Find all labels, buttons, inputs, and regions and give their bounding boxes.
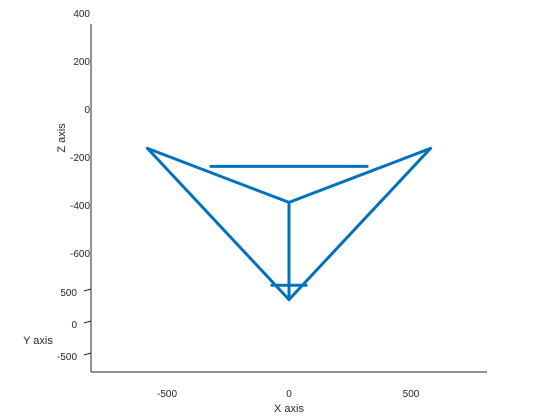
x-tick-label: -500 [157,389,177,400]
z-tick-label: -600 [70,249,90,260]
y-tick-label: 0 [71,320,77,331]
z-axis-label: Z axis [56,123,68,153]
z-tick-label: -400 [70,201,90,212]
y-tick-mark [83,352,92,356]
z-tick-label: 400 [73,9,90,20]
z-tick-label: 0 [84,105,90,116]
series-line-segment [145,146,291,204]
y-tick-label: 500 [60,288,77,299]
series-line-segment [287,146,433,204]
x-tick-label: 0 [286,389,292,400]
y-tick-label: -500 [57,352,77,363]
y-axis-label: Y axis [23,335,53,347]
z-tick-label: 200 [73,57,90,68]
series-line-segment [145,146,291,302]
series-line-segment [287,146,433,302]
z-tick-label: -200 [70,153,90,164]
x-tick-label: 500 [403,389,420,400]
x-axis-label: X axis [274,403,304,415]
y-tick-mark [83,288,92,292]
y-tick-mark [83,320,92,324]
